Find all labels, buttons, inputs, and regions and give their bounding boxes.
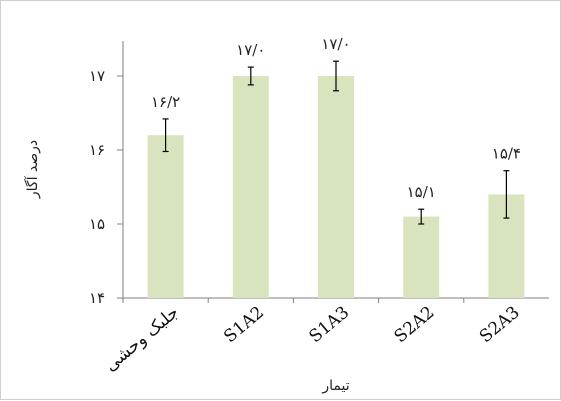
- data-label: ۱۵/۴: [492, 145, 521, 163]
- x-tick-label: S2A3: [476, 303, 524, 348]
- bar-4: [403, 216, 440, 298]
- y-tick-label: ۱۴: [89, 289, 105, 307]
- bar-3: [318, 76, 354, 298]
- data-label: ۱۷/۰: [321, 35, 350, 53]
- bar-2: [232, 76, 269, 298]
- x-axis-title: تیمار: [321, 378, 349, 394]
- x-tick-label: S1A2: [220, 303, 268, 348]
- bar-1: [147, 135, 184, 298]
- data-label: ۱۵/۱: [407, 183, 436, 201]
- y-tick-label: ۱۷: [89, 67, 105, 85]
- x-tick-label: جلبک وحشی: [101, 303, 183, 376]
- data-label: ۱۷/۰: [236, 41, 265, 59]
- x-tick-label: S1A3: [305, 303, 353, 348]
- y-axis-title: درصد آگار: [24, 140, 41, 199]
- y-tick-label: ۱۵: [89, 215, 105, 233]
- y-tick-label: ۱۶: [89, 141, 105, 159]
- x-tick-label: S2A2: [391, 303, 439, 348]
- data-label: ۱۶/۲: [151, 93, 180, 111]
